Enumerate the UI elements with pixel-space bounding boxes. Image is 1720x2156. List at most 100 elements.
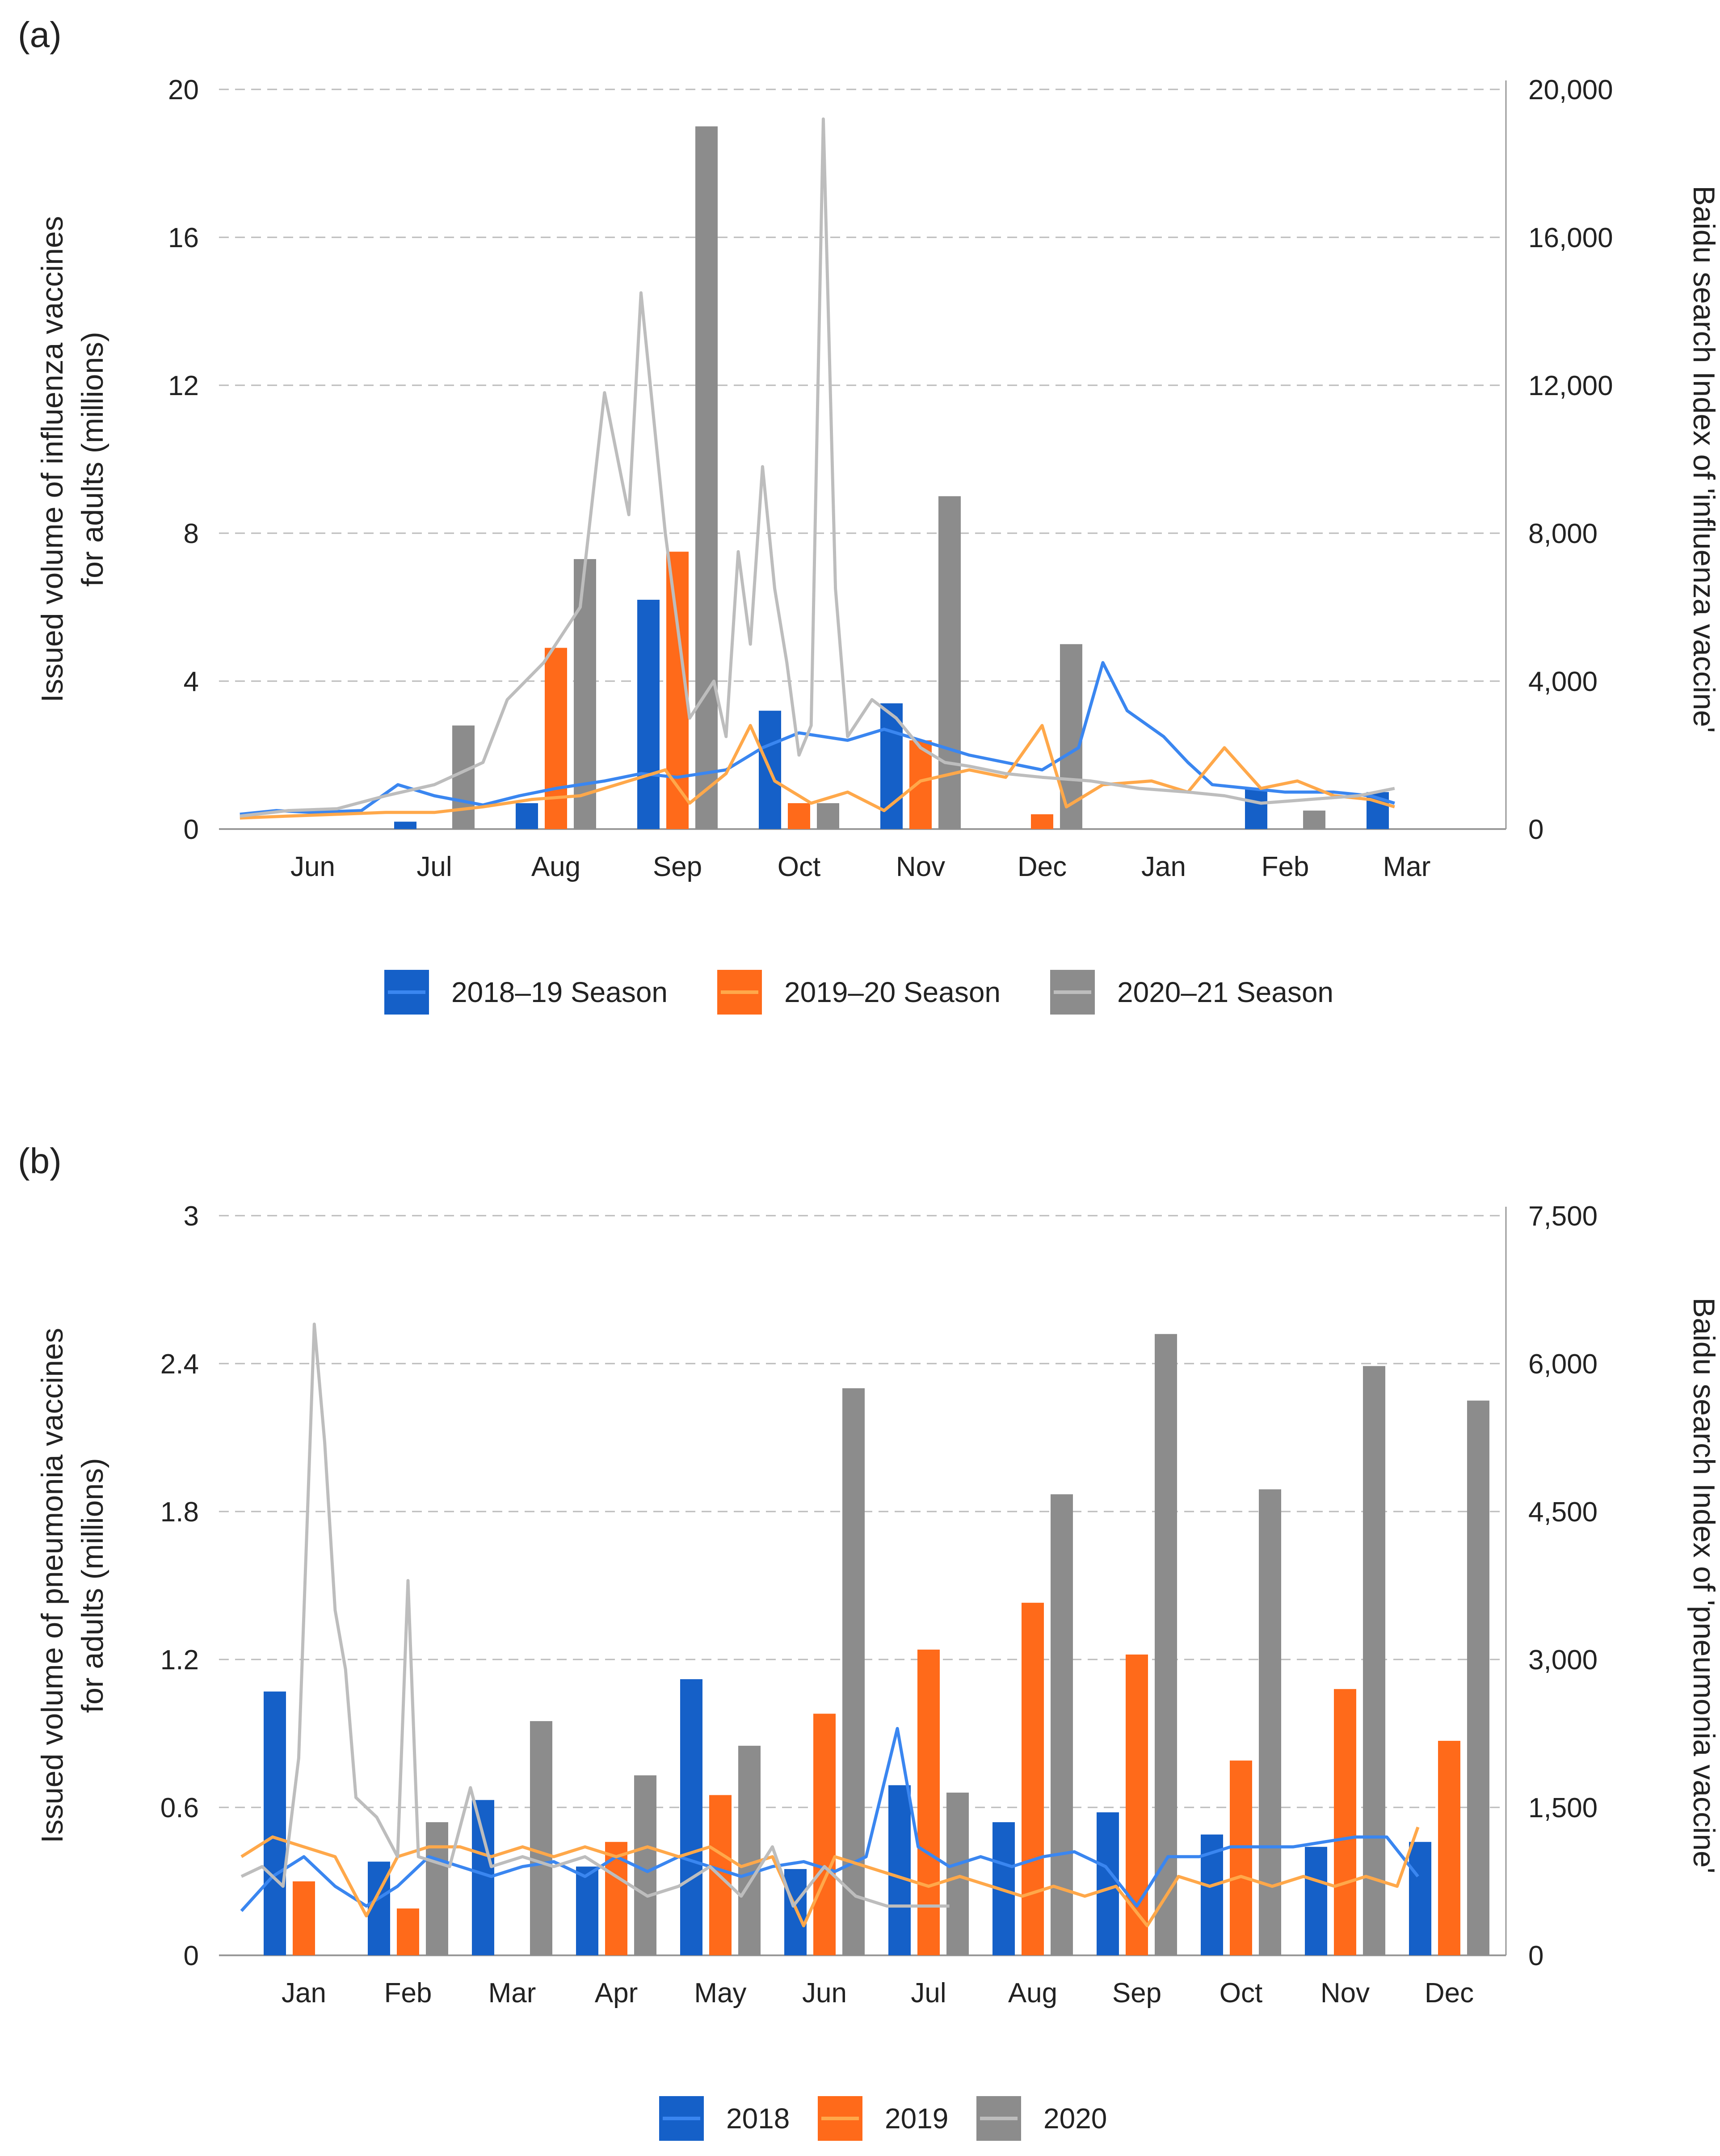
search-line-2019 xyxy=(240,1826,1420,1928)
bar-2020–21 Season-Oct xyxy=(817,803,839,829)
panel-b-right-y-ticks: 0 1,500 3,000 4,500 6,000 7,500 xyxy=(1528,1201,1598,1971)
bar-2020–21 Season-Jul xyxy=(452,725,475,829)
panel-b-lines xyxy=(240,1322,1420,1928)
bar-2018-Jun xyxy=(784,1869,807,1955)
bar-2019-Jun xyxy=(813,1714,836,1955)
legend-label-2018–19 Season: 2018–19 Season xyxy=(451,976,668,1008)
bar-2020-Sep xyxy=(1155,1334,1177,1955)
bar-2018-Sep xyxy=(1097,1812,1119,1955)
x-tick-label: Jan xyxy=(282,1978,326,2009)
bar-2018-Apr xyxy=(576,1866,598,1955)
panel-b-right-y-axis-label: Baidu search Index of 'pneumonia vaccine… xyxy=(1687,1297,1720,1874)
left-y-tick-label: 20 xyxy=(168,75,199,105)
x-tick-label: Mar xyxy=(488,1978,536,2009)
legend-label-2020–21 Season: 2020–21 Season xyxy=(1117,976,1333,1008)
x-tick-label: Jun xyxy=(290,851,335,882)
right-y-tick-label: 1,500 xyxy=(1528,1793,1598,1823)
panel-b-bars xyxy=(264,1334,1489,1955)
bar-2019–20 Season-Nov xyxy=(909,740,932,829)
bar-2018-Jul xyxy=(888,1785,911,1955)
panel-a-gridlines xyxy=(219,80,1507,830)
x-tick-label: Apr xyxy=(595,1978,638,2009)
bar-2020-Feb xyxy=(426,1822,448,1955)
x-tick-label: Dec xyxy=(1018,851,1067,882)
bar-2019–20 Season-Aug xyxy=(545,648,567,829)
bar-2018–19 Season-Aug xyxy=(516,803,538,829)
bar-2019–20 Season-Dec xyxy=(1031,814,1053,829)
bar-2020–21 Season-Sep xyxy=(695,126,718,829)
right-y-tick-label: 6,000 xyxy=(1528,1349,1598,1380)
panel-a-y-axis-label-line1: Issued volume of influenza vaccines xyxy=(35,216,69,703)
bar-2020–21 Season-Aug xyxy=(574,559,596,829)
bar-2020-Aug xyxy=(1051,1494,1073,1955)
search-line-2018 xyxy=(240,1727,1419,1912)
panel-b-x-ticks: Jan Feb Mar Apr May Jun Jul Aug Sep Oct Nov Dec xyxy=(282,1978,1474,2009)
bar-2020-May xyxy=(738,1746,761,1955)
x-tick-label: Dec xyxy=(1425,1978,1474,2009)
bar-2020-Nov xyxy=(1363,1366,1385,1955)
right-y-tick-label: 20,000 xyxy=(1528,75,1613,105)
x-tick-label: Oct xyxy=(778,851,820,882)
bar-2020-Jul xyxy=(946,1792,969,1955)
x-tick-label: Nov xyxy=(896,851,945,882)
x-tick-label: Aug xyxy=(1008,1978,1057,2009)
bar-2019-Jan xyxy=(293,1881,315,1955)
panel-a-x-ticks: Jun Jul Aug Sep Oct Nov Dec Jan Feb Mar xyxy=(290,851,1430,882)
bar-2018-May xyxy=(680,1679,702,1955)
search-line-2020 xyxy=(240,1322,950,1908)
right-y-tick-label: 0 xyxy=(1528,814,1543,845)
right-y-tick-label: 7,500 xyxy=(1528,1201,1598,1232)
x-tick-label: Nov xyxy=(1320,1978,1370,2009)
panel-b-label: (b) xyxy=(18,1141,62,1181)
panel-b-y-axis-label-line1: Issued volume of pneumonia vaccines xyxy=(35,1328,69,1843)
panel-a-lines xyxy=(240,117,1395,820)
bar-2018–19 Season-Nov xyxy=(880,703,903,829)
left-y-tick-label: 12 xyxy=(168,371,199,401)
right-y-tick-label: 0 xyxy=(1528,1941,1543,1971)
x-tick-label: Jul xyxy=(911,1978,946,2009)
x-tick-label: Jul xyxy=(416,851,452,882)
left-y-tick-label: 4 xyxy=(184,666,199,697)
right-y-tick-label: 12,000 xyxy=(1528,371,1613,401)
bar-2020-Jun xyxy=(842,1388,865,1955)
panel-a-bars xyxy=(394,126,1389,829)
bar-2019-Jul xyxy=(917,1649,940,1955)
panel-a-left-y-ticks: 0 4 8 12 16 20 xyxy=(168,75,199,845)
left-y-tick-label: 2.4 xyxy=(160,1349,199,1380)
right-y-tick-label: 4,000 xyxy=(1528,666,1598,697)
legend-label-2019–20 Season: 2019–20 Season xyxy=(784,976,1001,1008)
panel-b-chart: (b) 0 0.6 1.2 1.8 2.4 3 0 1,500 3,000 4,500 6,000… xyxy=(18,1141,1720,2141)
right-y-tick-label: 8,000 xyxy=(1528,518,1598,549)
x-tick-label: Jun xyxy=(802,1978,847,2009)
left-y-tick-label: 1.8 xyxy=(160,1497,199,1528)
x-tick-label: Feb xyxy=(1262,851,1309,882)
left-y-tick-label: 1.2 xyxy=(160,1645,199,1676)
panel-a-legend: 2018–19 Season 2019–20 Season 2020–21 Seas… xyxy=(384,970,1333,1015)
legend-label-2019: 2019 xyxy=(885,2102,948,2135)
x-tick-label: Aug xyxy=(531,851,580,882)
left-y-tick-label: 0.6 xyxy=(160,1793,199,1823)
bar-2020–21 Season-Nov xyxy=(938,496,961,829)
bar-2020-Oct xyxy=(1259,1489,1281,1955)
x-tick-label: Sep xyxy=(1112,1978,1161,2009)
bar-2020-Mar xyxy=(530,1721,552,1955)
bar-2019-Nov xyxy=(1334,1689,1356,1955)
search-line-2019–20 Season xyxy=(240,724,1395,820)
bar-2018-Jan xyxy=(264,1691,286,1955)
legend-label-2018: 2018 xyxy=(726,2102,790,2135)
panel-a-right-y-axis-label: Baidu search Index of 'influenza vaccine… xyxy=(1687,185,1720,733)
left-y-tick-label: 8 xyxy=(184,518,199,549)
search-line-2018–19 Season xyxy=(240,661,1395,816)
x-tick-label: Jan xyxy=(1141,851,1186,882)
right-y-tick-label: 3,000 xyxy=(1528,1645,1598,1676)
bar-2020–21 Season-Feb xyxy=(1303,810,1325,829)
search-line-2020–21 Season xyxy=(240,117,1395,818)
bar-2018–19 Season-Sep xyxy=(637,599,660,829)
bar-2019-Aug xyxy=(1022,1603,1044,1955)
x-tick-label: Mar xyxy=(1383,851,1431,882)
panel-a-chart: (a) 0 4 8 12 16 20 0 4,000 8,000 12,000 16,000 20,… xyxy=(18,15,1720,1015)
x-tick-label: May xyxy=(694,1978,746,2009)
left-y-tick-label: 3 xyxy=(184,1201,199,1232)
bar-2018–19 Season-Jul xyxy=(394,821,416,829)
